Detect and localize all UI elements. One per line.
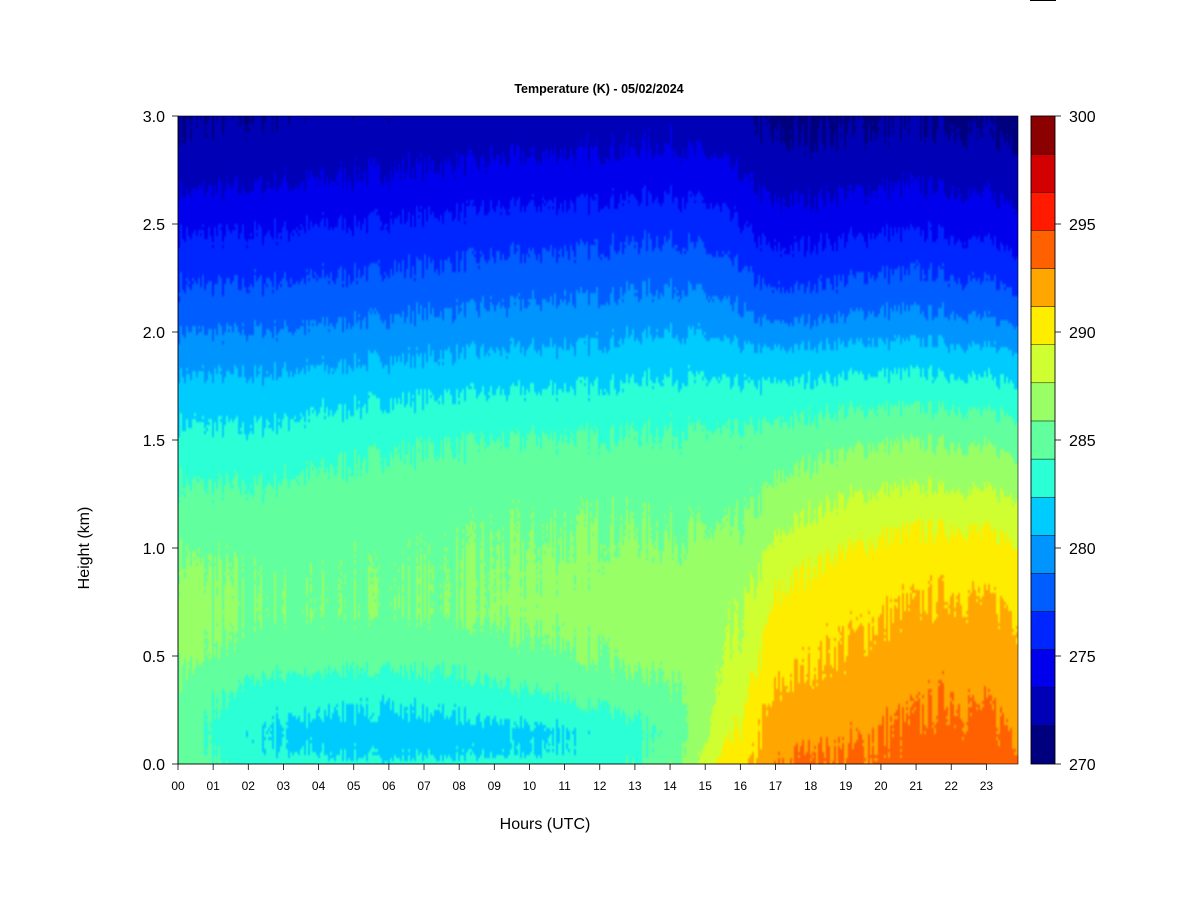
x-tick-label: 20 [874, 779, 888, 793]
colorbar-segment [1030, 192, 1056, 231]
x-tick-label: 17 [769, 779, 783, 793]
y-tick-label: 1.0 [143, 541, 165, 558]
heatmap-field [178, 116, 1018, 764]
x-tick-label: 03 [277, 779, 291, 793]
y-axis-label: Height (km) [76, 507, 93, 590]
y-tick-label: 0.5 [143, 649, 165, 666]
y-tick-label: 1.5 [143, 433, 165, 450]
chart-title: Temperature (K) - 05/02/2024 [514, 82, 683, 96]
x-tick-label: 10 [523, 779, 537, 793]
x-axis-label: Hours (UTC) [500, 816, 591, 833]
y-axis: 0.0 0.5 1.0 1.5 2.0 2.5 3.0 [143, 109, 179, 774]
colorbar-segment [1030, 458, 1056, 498]
colorbar-segment [1030, 382, 1056, 422]
x-tick-label: 07 [417, 779, 431, 793]
colorbar-tick-label: 270 [1069, 757, 1096, 774]
x-tick-label: 15 [699, 779, 713, 793]
x-tick-label: 02 [242, 779, 256, 793]
x-tick-label: 04 [312, 779, 326, 793]
colorbar-segment [1030, 153, 1056, 193]
x-tick-label: 19 [839, 779, 853, 793]
colorbar-segment [1030, 230, 1056, 269]
x-tick-label: 12 [593, 779, 607, 793]
x-tick-label: 00 [171, 779, 185, 793]
heatmap-area [178, 116, 1018, 764]
colorbar-tick-label: 295 [1069, 217, 1096, 234]
colorbar-tick-label: 280 [1069, 541, 1096, 558]
y-tick-label: 0.0 [143, 757, 165, 774]
colorbar-segment [1030, 420, 1056, 460]
x-tick-label: 11 [558, 779, 571, 793]
x-tick-label: 01 [206, 779, 220, 793]
x-tick-label: 13 [628, 779, 642, 793]
colorbar-segment [1030, 649, 1056, 688]
colorbar-segment [1030, 535, 1056, 574]
colorbar-segment [1030, 115, 1056, 155]
colorbar-segment [1030, 725, 1056, 765]
colorbar-segment [1030, 687, 1056, 727]
x-tick-label: 06 [382, 779, 396, 793]
colorbar-segment [1030, 573, 1056, 612]
colorbar-segment [1030, 496, 1056, 536]
colorbar-segment [1030, 268, 1056, 307]
x-tick-label: 18 [804, 779, 818, 793]
x-tick-label: 09 [488, 779, 502, 793]
colorbar-segment [1030, 344, 1056, 384]
colorbar: 270 275 280 285 290 295 300 [1030, 109, 1096, 774]
colorbar-segment [1030, 611, 1056, 650]
y-tick-label: 2.5 [143, 217, 165, 234]
x-tick-label: 14 [663, 779, 677, 793]
x-tick-label: 05 [347, 779, 361, 793]
colorbar-segment [1030, 306, 1056, 345]
x-tick-label: 23 [980, 779, 994, 793]
y-tick-label: 3.0 [143, 109, 165, 126]
colorbar-tick-label: 290 [1069, 325, 1096, 342]
x-tick-label: 22 [945, 779, 959, 793]
corner-mark [1030, 0, 1056, 1]
colorbar-tick-label: 285 [1069, 433, 1096, 450]
x-tick-label: 08 [452, 779, 466, 793]
x-tick-label: 21 [909, 779, 923, 793]
colorbar-tick-label: 300 [1069, 109, 1096, 126]
x-axis: 00 01 02 03 04 05 06 07 08 09 10 11 12 13 14 15 16 17 18 19… [171, 763, 994, 793]
x-tick-label: 16 [734, 779, 748, 793]
y-tick-label: 2.0 [143, 325, 165, 342]
colorbar-tick-label: 275 [1069, 649, 1096, 666]
